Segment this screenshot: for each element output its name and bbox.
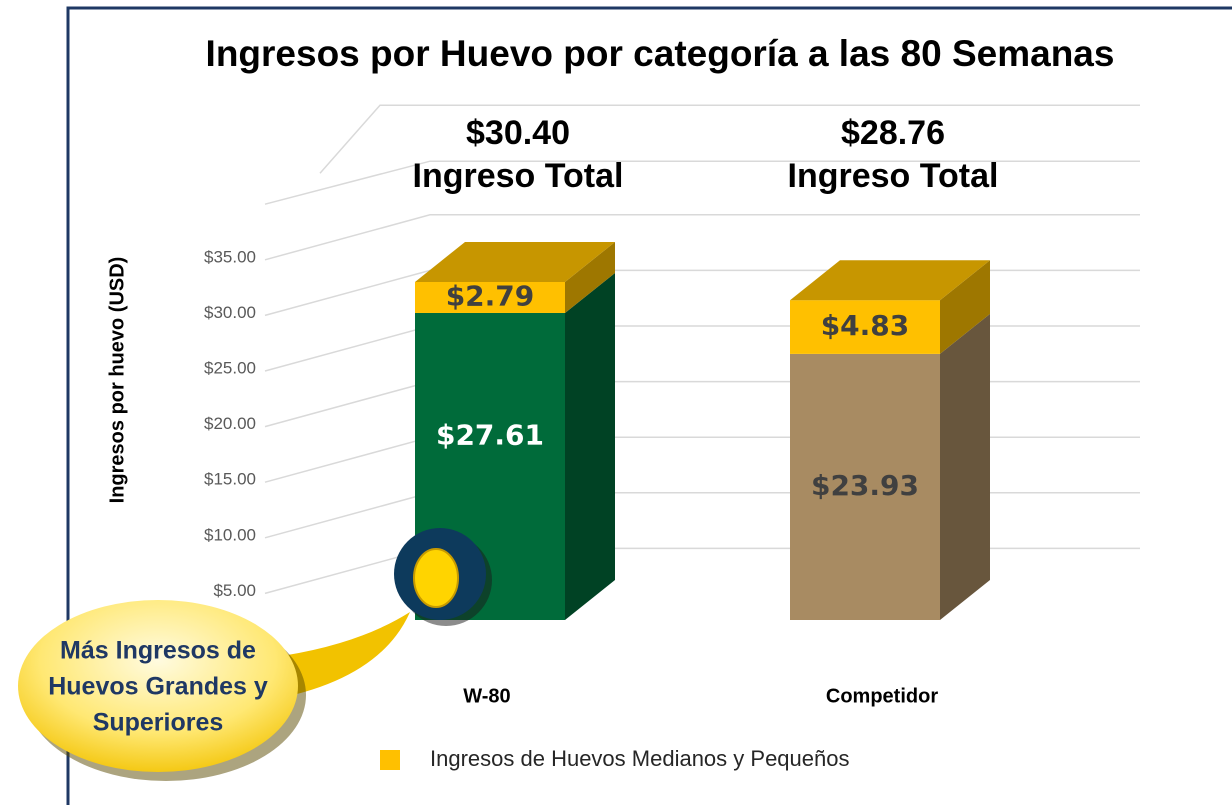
x-tick-label: Competidor bbox=[826, 685, 938, 707]
callout-text: Más Ingresos de bbox=[60, 637, 256, 665]
y-tick-label: $15.00 bbox=[204, 470, 256, 489]
grid-line bbox=[265, 270, 1140, 315]
value-label: $2.79 bbox=[446, 279, 535, 312]
value-label: $4.83 bbox=[821, 309, 910, 342]
callout-text: Superiores bbox=[93, 709, 224, 737]
grid-line bbox=[265, 161, 1140, 204]
y-tick-label: $10.00 bbox=[204, 525, 256, 544]
x-tick-label: W-80 bbox=[463, 685, 510, 707]
value-label: $27.61 bbox=[436, 418, 544, 451]
legend-label: Ingresos de Huevos Medianos y Pequeños bbox=[430, 746, 849, 771]
total-label: $30.40 bbox=[466, 114, 570, 152]
total-caption: Ingreso Total bbox=[413, 157, 624, 195]
bar-side bbox=[940, 314, 990, 620]
y-tick-label: $25.00 bbox=[204, 358, 256, 377]
y-tick-label: $20.00 bbox=[204, 414, 256, 433]
y-tick-label: $35.00 bbox=[204, 247, 256, 266]
value-label: $23.93 bbox=[811, 469, 919, 502]
grid-line bbox=[265, 437, 1140, 482]
egg-icon bbox=[414, 549, 458, 607]
overlay: Más Ingresos de Huevos Grandes y Superio… bbox=[18, 528, 492, 781]
y-tick-label: $5.00 bbox=[213, 581, 256, 600]
bar-side bbox=[565, 273, 615, 620]
callout-text: Huevos Grandes y bbox=[48, 673, 268, 701]
chart-title: Ingresos por Huevo por categoría a las 8… bbox=[206, 33, 1115, 74]
y-axis-title: Ingresos por huevo (USD) bbox=[106, 257, 128, 504]
grid-line bbox=[265, 382, 1140, 427]
chart: Ingresos por Huevo por categoría a las 8… bbox=[0, 0, 1232, 805]
y-tick-label: $30.00 bbox=[204, 303, 256, 322]
total-label: $28.76 bbox=[841, 114, 945, 152]
legend-swatch bbox=[380, 750, 400, 770]
grid-line bbox=[265, 493, 1140, 538]
grid-line bbox=[265, 326, 1140, 371]
total-caption: Ingreso Total bbox=[788, 157, 999, 195]
grid-line bbox=[265, 215, 1140, 260]
